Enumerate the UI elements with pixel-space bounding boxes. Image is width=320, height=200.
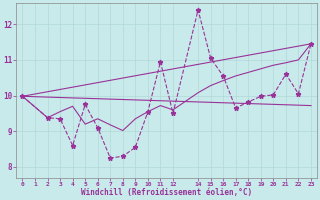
X-axis label: Windchill (Refroidissement éolien,°C): Windchill (Refroidissement éolien,°C) (81, 188, 252, 197)
